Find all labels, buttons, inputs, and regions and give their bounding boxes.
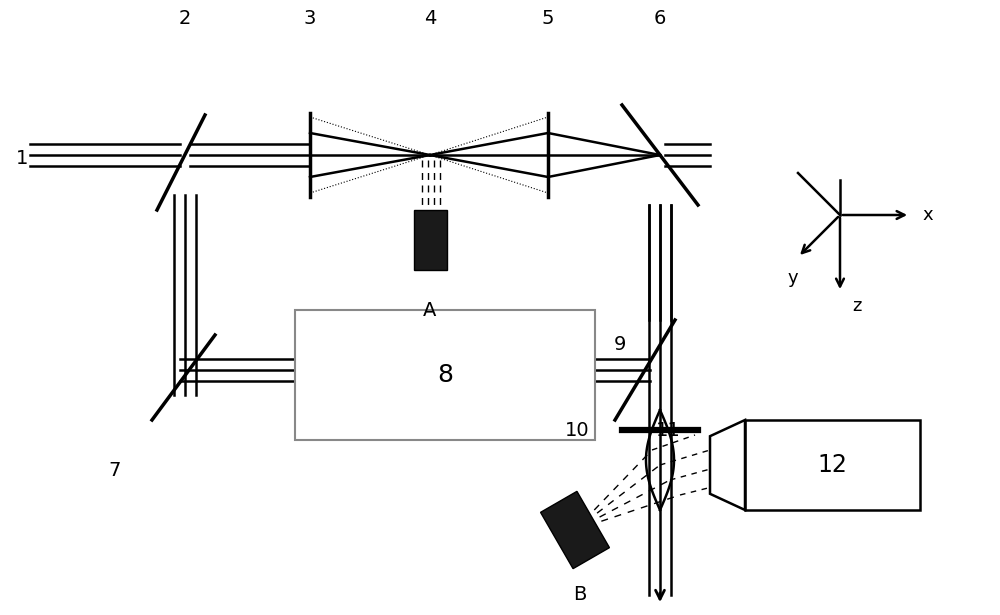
Text: B: B: [573, 585, 587, 605]
Bar: [541, 491, 609, 569]
Text: y: y: [788, 269, 798, 287]
Text: 6: 6: [654, 9, 666, 28]
Bar: [745, 420, 920, 510]
Text: z: z: [852, 297, 861, 315]
Bar: [414, 210, 446, 270]
Text: 8: 8: [437, 363, 453, 387]
Text: x: x: [922, 206, 933, 224]
Text: 9: 9: [614, 336, 626, 354]
Text: 2: 2: [179, 9, 191, 28]
Text: 3: 3: [304, 9, 316, 28]
Bar: [295, 310, 595, 440]
Text: 11: 11: [656, 421, 680, 440]
Text: 10: 10: [565, 421, 589, 440]
Text: A: A: [423, 301, 437, 320]
Text: 5: 5: [542, 9, 554, 28]
Text: 1: 1: [16, 148, 28, 167]
Text: 4: 4: [424, 9, 436, 28]
Text: 12: 12: [818, 453, 847, 477]
Polygon shape: [710, 420, 745, 510]
Text: 7: 7: [109, 461, 121, 480]
